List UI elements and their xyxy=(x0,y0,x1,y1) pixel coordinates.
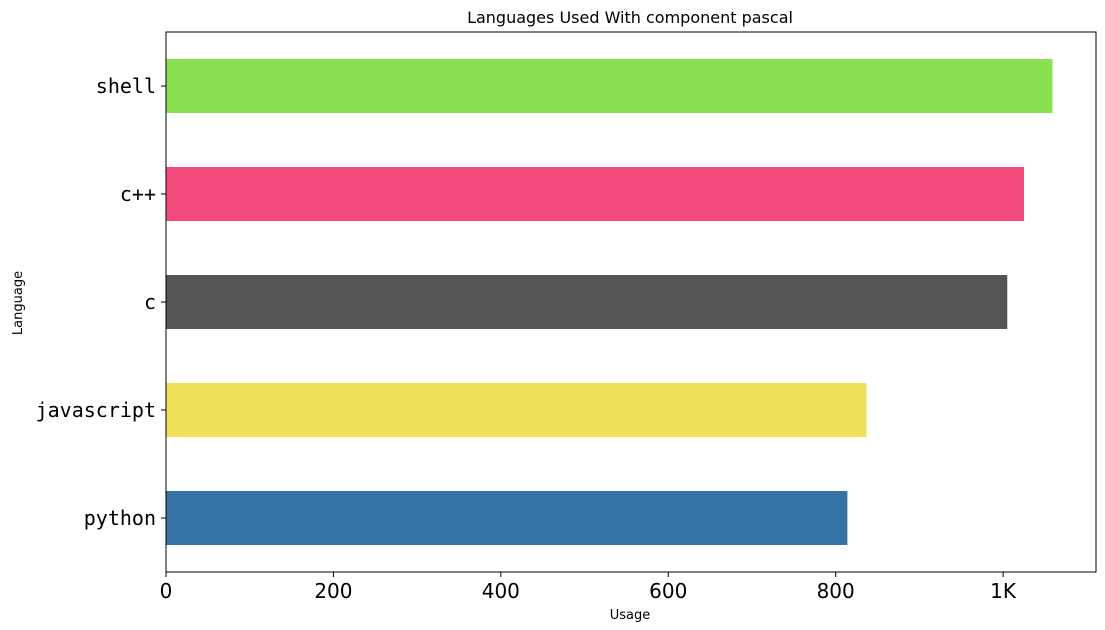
x-axis-ticks: 0 200 400 600 800 1K xyxy=(160,572,1017,603)
x-axis-label: Usage xyxy=(610,608,651,623)
y-tick-label: c++ xyxy=(120,182,156,206)
bar-python xyxy=(166,491,848,545)
x-tick-label: 1K xyxy=(990,579,1017,603)
y-tick-label: c xyxy=(144,290,156,314)
x-tick-label: 400 xyxy=(482,579,520,603)
y-axis-ticks: python javascript c c++ shell xyxy=(36,74,166,530)
x-tick-label: 200 xyxy=(314,579,352,603)
x-tick-label: 800 xyxy=(817,579,855,603)
y-axis-label: Language xyxy=(11,271,26,335)
y-tick-label: python xyxy=(84,506,156,530)
y-tick-label: shell xyxy=(96,74,156,98)
chart-title: Languages Used With component pascal xyxy=(467,8,793,27)
x-tick-label: 600 xyxy=(649,579,687,603)
bars-group xyxy=(166,59,1053,545)
bar-c xyxy=(166,275,1008,329)
bar-shell xyxy=(166,59,1053,113)
bar-javascript xyxy=(166,383,867,437)
y-tick-label: javascript xyxy=(36,398,156,422)
x-tick-label: 0 xyxy=(160,579,173,603)
plot-frame xyxy=(165,31,1097,573)
bar-cplusplus xyxy=(166,167,1025,221)
